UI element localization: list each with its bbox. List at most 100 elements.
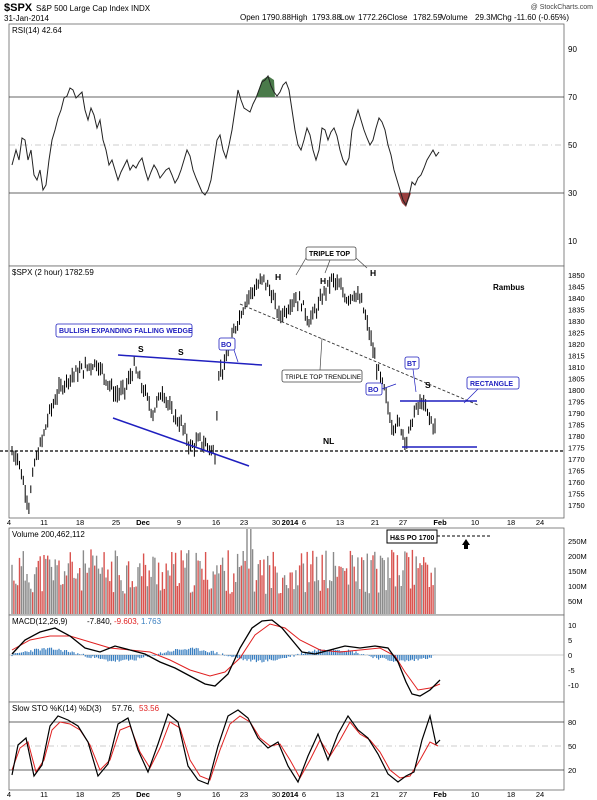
volume-bar [362, 560, 365, 614]
macd-hist-bar [212, 650, 214, 655]
volume-bar [197, 560, 199, 614]
macd-hist-bar [22, 652, 24, 655]
macd-hist-bar [35, 648, 37, 655]
price-tick-1840: 1840 [568, 294, 585, 303]
volume-bar [285, 585, 288, 614]
macd-hist-bar [218, 654, 220, 655]
volume-bar [208, 589, 211, 614]
volume-bar [116, 556, 118, 614]
volume-bar [392, 552, 395, 614]
volume-bar [65, 575, 68, 614]
volume-bar [43, 555, 45, 614]
rsi-tick-50: 50 [568, 141, 577, 150]
macd-hist-bar [26, 651, 28, 655]
x-tick-dec: Dec [136, 518, 150, 527]
volume-bar [411, 549, 414, 614]
annotation-hs-po: H&S PO 1700 [386, 529, 490, 549]
macd-hist-bar [284, 655, 286, 658]
volume-bar [141, 576, 143, 614]
volume-bar [120, 580, 122, 614]
chart-date: 31-Jan-2014 [4, 14, 49, 23]
volume-bar [79, 568, 81, 614]
macd-hist-bar [297, 653, 299, 655]
sto-d-value: 53.56 [139, 704, 160, 713]
low-label: Low [340, 13, 355, 22]
volume-bars [11, 529, 436, 614]
macd-hist-bar [417, 655, 419, 661]
volume-bar [372, 555, 374, 614]
price-tick-1760: 1760 [568, 478, 585, 487]
macd-hist-bar [193, 648, 195, 655]
macd-hist-bar [141, 655, 143, 658]
volume-bar [345, 568, 348, 614]
volume-bar [103, 552, 105, 614]
price-panel: $SPX (2 hour) 1782.59 Rambus 1850 1845 184… [0, 246, 585, 519]
macd-hist-bar [250, 655, 252, 662]
macd-hist-bar [45, 649, 47, 655]
macd-hist-bar [404, 655, 406, 662]
volume-bar [280, 593, 282, 614]
macd-hist-bar [376, 655, 378, 659]
macd-hist-bar [314, 649, 316, 655]
macd-hist-bar [430, 655, 432, 658]
macd-hist-bar [259, 655, 261, 661]
macd-hist-bar [43, 648, 45, 655]
macd-hist-bar [214, 653, 216, 655]
macd-hist-bar [331, 650, 333, 655]
volume-bar [178, 583, 180, 614]
h2-label: H [320, 276, 326, 286]
price-tick-1810: 1810 [568, 363, 585, 372]
rsi-tick-90: 90 [568, 45, 577, 54]
macd-hist-bar [20, 652, 22, 655]
macd-hist-bar [334, 650, 336, 655]
volume-bar [270, 588, 273, 614]
volume-bar [28, 582, 30, 614]
volume-bar [161, 572, 164, 614]
volume-bar [400, 586, 402, 614]
volume-bar [394, 586, 397, 614]
volume-bar [357, 557, 359, 614]
macd-hist-bar [408, 655, 410, 662]
rsi-tick-70: 70 [568, 93, 577, 102]
macd-hist-bar [173, 650, 175, 655]
volume-bar [20, 566, 23, 614]
x-tick-30: 30 [272, 518, 280, 527]
macd-hist-bar [24, 651, 26, 655]
macd-hist-bar [368, 655, 370, 656]
x-tick-bottom-2014: 2014 [282, 790, 300, 799]
volume-bar [73, 577, 75, 614]
sto-tick-20: 20 [568, 766, 576, 775]
macd-hist-bar [210, 650, 212, 655]
macd-hist-bar [56, 649, 58, 655]
volume-bar [156, 584, 158, 614]
s1-label: S [138, 344, 144, 354]
macd-hist-bar [62, 651, 64, 655]
volume-bar [148, 570, 150, 614]
macd-hist-bar [340, 651, 342, 655]
volume-bar [60, 584, 62, 614]
volume-bar [193, 585, 196, 614]
macd-hist-bar [18, 652, 21, 655]
volume-bar [101, 567, 103, 614]
macd-hist-bar [122, 655, 124, 661]
volume-bar [321, 554, 323, 614]
volume-bar [69, 552, 71, 614]
trendline-text: TRIPLE TOP TRENDLINE [285, 374, 362, 381]
price-tick-1750: 1750 [568, 501, 585, 510]
volume-bar [263, 559, 265, 614]
price-tick-1815: 1815 [568, 352, 585, 361]
volume-bar [398, 575, 400, 614]
volume-bar [430, 572, 432, 614]
macd-hist-bar [154, 655, 156, 656]
volume-bar [212, 571, 214, 614]
macd-hist-bar [114, 655, 116, 662]
volume-bar [319, 590, 321, 614]
macd-hist-bar [229, 655, 231, 657]
volume-bar [332, 552, 335, 614]
volume-bar [302, 563, 305, 614]
macd-hist-bar [285, 655, 288, 658]
volume-bar [396, 555, 399, 614]
macd-hist-bar [175, 649, 177, 655]
volume-bar [432, 585, 434, 614]
